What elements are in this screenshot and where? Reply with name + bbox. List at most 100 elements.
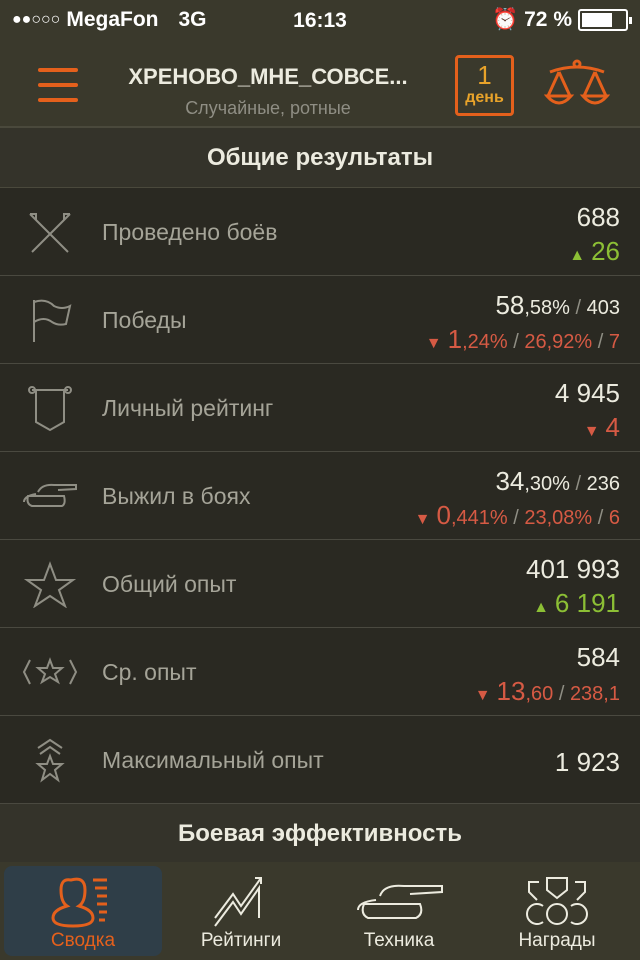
stat-values: 4 945 ▼ 4 xyxy=(555,376,620,444)
stat-label: Максимальный опыт xyxy=(102,747,324,773)
summary-person-icon xyxy=(51,877,107,928)
stat-value: 688 xyxy=(569,200,620,234)
stat-label: Проведено боёв xyxy=(102,219,278,245)
stat-label: Выжил в боях xyxy=(102,483,251,509)
stat-row[interactable]: Победы 58,58% / 403 ▼ 1,24% / 26,92% / 7 xyxy=(0,276,640,364)
tab-vehicles[interactable]: Техника xyxy=(320,866,478,956)
value-part: ,24% xyxy=(462,331,508,353)
medals-icon xyxy=(526,877,588,925)
stat-value: 401 993 xyxy=(526,552,620,586)
stat-row[interactable]: Выжил в боях 34,30% / 236 ▼ 0,441% / 23,08%… xyxy=(0,452,640,540)
stat-value: 58,58% / 403 xyxy=(426,288,620,322)
stat-change: ▲ 26 xyxy=(569,234,620,268)
player-name: ХРЕНОВО_МНЕ_СОВСЕ... xyxy=(128,64,408,89)
value-part: 1 xyxy=(447,324,463,354)
value-part: ,30% xyxy=(524,473,570,495)
stat-value: 584 xyxy=(475,640,620,674)
battle-type[interactable]: Случайные, ротные xyxy=(185,98,351,118)
value-part: ,60 xyxy=(525,683,554,705)
arrow-down-icon: ▼ xyxy=(583,423,600,440)
carrier: MegaFon xyxy=(66,8,159,31)
tab-ratings[interactable]: Рейтинги xyxy=(162,866,320,956)
stat-change: ▼ 4 xyxy=(555,410,620,444)
section-battle-efficiency[interactable]: Боевая эффективность xyxy=(0,804,640,864)
alarm-clock-icon: ⏰ xyxy=(491,8,519,31)
period-unit: день xyxy=(465,89,504,106)
value-part: / xyxy=(507,331,525,353)
crossed-swords-icon xyxy=(29,213,71,253)
value-part: 23,08% xyxy=(524,507,593,529)
stat-value: 1 923 xyxy=(555,745,620,779)
tab-bar: Сводка Рейтинги Техника Награды xyxy=(0,862,640,960)
value-part: 58 xyxy=(495,290,525,320)
value-part: / xyxy=(592,507,609,529)
stat-change: ▼ 0,441% / 23,08% / 6 xyxy=(415,498,620,532)
value-part: / xyxy=(592,331,609,353)
stat-value: 4 945 xyxy=(555,376,620,410)
value-part: 236 xyxy=(586,473,620,495)
stats-list: Проведено боёв 688 ▲ 26 Победы 58,58% / 403 ▼ 1… xyxy=(0,188,640,804)
arrow-up-icon: ▲ xyxy=(569,247,586,264)
stat-change: ▼ 13,60 / 238,1 xyxy=(475,674,620,708)
tab-label: Техника xyxy=(363,930,435,951)
value-part: 238,1 xyxy=(569,683,620,705)
value-part: ,441% xyxy=(450,507,508,529)
value-part: 688 xyxy=(576,202,620,232)
arrow-down-icon: ▼ xyxy=(474,687,491,704)
stat-label: Ср. опыт xyxy=(102,659,197,685)
value-part: 6 191 xyxy=(554,588,620,618)
stat-row[interactable]: Личный рейтинг 4 945 ▼ 4 xyxy=(0,364,640,452)
tab-label: Рейтинги xyxy=(200,930,282,951)
stat-row[interactable]: Общий опыт 401 993 ▲ 6 191 xyxy=(0,540,640,628)
chart-trend-icon xyxy=(214,877,262,927)
period-button[interactable]: 1 день xyxy=(455,55,514,116)
section-general-results: Общие результаты xyxy=(0,128,640,188)
stat-row[interactable]: Максимальный опыт 1 923 xyxy=(0,716,640,804)
value-part: / xyxy=(569,473,587,495)
tank-icon xyxy=(23,483,77,507)
compare-scales-icon[interactable] xyxy=(544,58,610,116)
stat-row[interactable]: Проведено боёв 688 ▲ 26 xyxy=(0,188,640,276)
star-icon xyxy=(23,561,77,608)
arrow-up-icon: ▲ xyxy=(533,599,549,616)
value-part: 26 xyxy=(591,236,620,266)
battery-icon xyxy=(578,9,632,31)
signal-indicator: ●●○○○ xyxy=(12,11,61,28)
tab-summary[interactable]: Сводка xyxy=(4,866,162,956)
value-part: 584 xyxy=(576,642,620,672)
value-part: / xyxy=(553,683,570,705)
status-bar: ●●○○○ MegaFon 3G 16:13 ⏰ 72 % xyxy=(0,0,640,40)
value-part: 4 xyxy=(605,412,620,442)
value-part: 1 923 xyxy=(554,747,620,777)
stat-label: Победы xyxy=(102,307,187,333)
value-part: 6 xyxy=(608,507,620,529)
stat-value: 34,30% / 236 xyxy=(415,464,620,498)
value-part: / xyxy=(569,297,587,319)
stat-values: 58,58% / 403 ▼ 1,24% / 26,92% / 7 xyxy=(426,288,620,356)
shield-banner-icon xyxy=(28,386,72,432)
value-part: 401 993 xyxy=(526,554,620,584)
stat-label: Общий опыт xyxy=(102,571,237,597)
value-part: 0 xyxy=(436,500,451,530)
clock: 16:13 xyxy=(293,9,347,32)
star-chevrons-icon xyxy=(35,738,65,783)
stat-change: ▼ 1,24% / 26,92% / 7 xyxy=(426,322,620,356)
bracketed-star-icon xyxy=(22,657,78,685)
arrow-down-icon: ▼ xyxy=(425,335,442,352)
stat-values: 1 923 xyxy=(555,728,620,779)
stat-row[interactable]: Ср. опыт 584 ▼ 13,60 / 238,1 xyxy=(0,628,640,716)
value-part: ,58% xyxy=(524,297,570,319)
tab-awards[interactable]: Награды xyxy=(478,866,636,956)
value-part: 26,92% xyxy=(524,331,593,353)
arrow-down-icon: ▼ xyxy=(414,511,431,528)
stat-values: 688 ▲ 26 xyxy=(569,200,620,268)
tab-label: Награды xyxy=(518,930,596,951)
value-part: / xyxy=(507,507,525,529)
stat-values: 401 993 ▲ 6 191 xyxy=(526,552,620,620)
stat-values: 34,30% / 236 ▼ 0,441% / 23,08% / 6 xyxy=(415,464,620,532)
value-part: 34 xyxy=(495,466,525,496)
period-number: 1 xyxy=(477,60,492,90)
menu-icon[interactable] xyxy=(38,68,78,113)
tab-label: Сводка xyxy=(50,930,116,951)
value-part: 4 945 xyxy=(554,378,620,408)
